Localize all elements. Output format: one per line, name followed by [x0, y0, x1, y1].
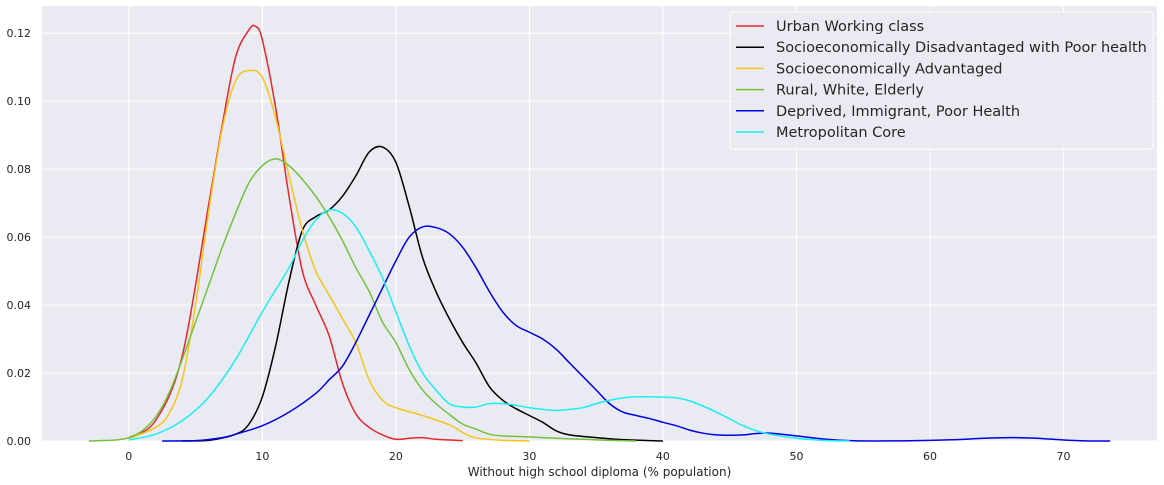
- x-tick-label: 50: [789, 450, 803, 463]
- x-tick-label: 70: [1057, 450, 1071, 463]
- series-line-rural-white-elderly: [88, 158, 637, 442]
- series-line-deprived-immigrant-poor-health: [162, 225, 1111, 442]
- y-tick-label: 0.12: [7, 27, 32, 40]
- series-line-metropolitan-core: [128, 208, 850, 442]
- x-tick-label: 30: [522, 450, 536, 463]
- legend: Urban Working class Socioeconomically Dis…: [729, 11, 1154, 150]
- legend-label: Metropolitan Core: [776, 125, 906, 141]
- x-tick-label: 40: [656, 450, 670, 463]
- legend-label: Socioeconomically Disadvantaged with Poo…: [776, 40, 1147, 56]
- x-tick-label: 10: [255, 450, 269, 463]
- legend-label: Urban Working class: [776, 19, 924, 35]
- y-tick-label: 0.00: [7, 435, 32, 448]
- series-layer: [88, 24, 1111, 442]
- x-tick-label: 60: [923, 450, 937, 463]
- series-line-socioeconomically-advantaged: [128, 69, 530, 442]
- y-tick-label: 0.10: [7, 95, 32, 108]
- legend-box: [729, 11, 1154, 150]
- y-tick-label: 0.06: [7, 231, 32, 244]
- x-axis-label: Without high school diploma (% populatio…: [468, 465, 732, 479]
- y-tick-label: 0.02: [7, 367, 32, 380]
- legend-label: Rural, White, Elderly: [776, 83, 924, 99]
- legend-label: Socioeconomically Advantaged: [776, 61, 1002, 77]
- tick-labels: 0 10 20 30 40 50 60 70 0.00 0.02 0.04 0.06 0.08 0.10 0…: [7, 27, 1071, 463]
- x-tick-label: 20: [389, 450, 403, 463]
- y-tick-label: 0.08: [7, 163, 32, 176]
- x-tick-label: 0: [125, 450, 132, 463]
- series-line-socioeconomically-disadvantaged-with-poor-health: [182, 145, 663, 442]
- legend-label: Deprived, Immigrant, Poor Health: [776, 104, 1020, 120]
- y-tick-label: 0.04: [7, 299, 32, 312]
